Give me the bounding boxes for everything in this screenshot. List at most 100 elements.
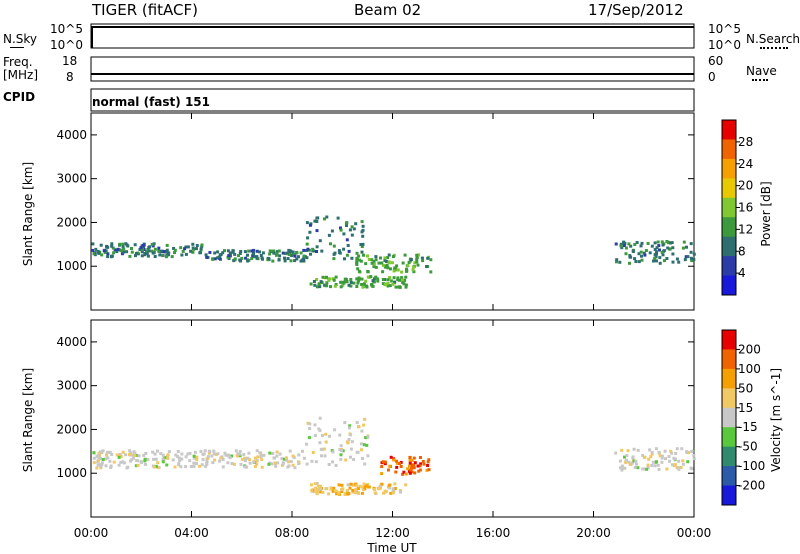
echo-cell xyxy=(623,466,627,470)
echo-cell xyxy=(690,449,694,453)
echo-cell xyxy=(214,453,218,456)
echo-cell xyxy=(383,265,387,269)
echo-cell xyxy=(275,252,279,256)
echo-cell xyxy=(412,270,416,274)
echo-cell xyxy=(401,472,405,476)
y-tick-label: 3000 xyxy=(56,172,87,186)
colorbar-tick-label: 200 xyxy=(738,342,761,356)
echo-cell xyxy=(255,256,259,260)
y-tick-label: 4000 xyxy=(56,335,87,349)
echo-cell xyxy=(390,261,394,265)
echo-cell xyxy=(399,465,403,468)
echo-cell xyxy=(408,458,412,462)
echo-cell xyxy=(354,222,358,226)
echo-cell xyxy=(340,483,344,487)
echo-cell xyxy=(403,253,407,257)
echo-cell xyxy=(349,482,353,486)
echo-cell xyxy=(314,490,318,493)
echo-cell xyxy=(620,464,624,468)
echo-cell xyxy=(624,252,628,256)
echo-cell xyxy=(177,462,181,466)
echo-cell xyxy=(180,253,184,257)
echo-cell xyxy=(353,491,357,495)
echo-cell xyxy=(192,454,196,458)
echo-cell xyxy=(274,464,278,468)
echo-cell xyxy=(180,452,184,456)
echo-cell xyxy=(109,255,113,259)
echo-cell xyxy=(181,249,185,253)
echo-cell xyxy=(654,447,658,451)
echo-cell xyxy=(105,453,108,457)
echo-cell xyxy=(386,266,390,270)
echo-cell xyxy=(619,466,622,470)
echo-cell xyxy=(399,460,403,464)
echo-cell xyxy=(381,282,385,286)
echo-cell xyxy=(387,468,390,472)
echo-cell xyxy=(205,460,209,463)
echo-cell xyxy=(216,452,220,456)
echo-cell xyxy=(352,281,356,285)
echo-cell xyxy=(318,487,321,491)
echo-cell xyxy=(631,456,635,460)
echo-cell xyxy=(426,256,430,260)
echo-cell xyxy=(307,436,311,440)
echo-cell xyxy=(415,257,419,261)
echo-cell xyxy=(309,252,312,256)
echo-cell xyxy=(119,455,123,458)
echo-cell xyxy=(401,280,405,284)
echo-cell xyxy=(629,255,633,259)
colorbar-segment xyxy=(722,466,736,487)
echo-cell xyxy=(270,462,274,466)
echo-cell xyxy=(686,460,690,464)
echo-cell xyxy=(376,279,380,283)
echo-cell xyxy=(223,451,227,455)
echo-cell xyxy=(337,491,340,495)
echo-cell xyxy=(381,270,385,274)
echo-cell xyxy=(161,460,165,464)
colorbar-tick-label: 12 xyxy=(738,222,753,236)
echo-cell xyxy=(360,485,364,489)
echo-cell xyxy=(657,451,661,454)
echo-cell xyxy=(106,456,110,460)
echo-cell xyxy=(658,454,662,458)
echo-cell xyxy=(343,492,347,496)
echo-cell xyxy=(660,240,664,244)
echo-cell xyxy=(364,279,368,283)
echo-cell xyxy=(648,448,652,452)
echo-cell xyxy=(388,284,392,288)
echo-cell xyxy=(689,250,693,254)
echo-cell xyxy=(245,456,249,460)
echo-cell xyxy=(250,257,254,261)
echo-cell xyxy=(347,283,351,287)
echo-cell xyxy=(614,242,618,246)
echo-cell xyxy=(314,460,318,464)
echo-cell xyxy=(339,453,343,457)
echo-cell xyxy=(201,452,205,456)
echo-cell xyxy=(173,465,177,469)
echo-cell xyxy=(315,250,318,253)
echo-cell xyxy=(388,276,392,279)
colorbar-segment xyxy=(722,407,736,428)
echo-cell xyxy=(383,258,387,262)
colorbar-tick-label: 50 xyxy=(738,381,753,395)
colorbar-tick-label: -100 xyxy=(738,459,765,473)
echo-cell xyxy=(677,459,681,463)
echo-cell xyxy=(627,460,631,464)
echo-cell xyxy=(625,454,629,457)
echo-cell xyxy=(363,417,367,421)
echo-cell xyxy=(641,467,645,471)
echo-cell xyxy=(112,251,116,255)
echo-cell xyxy=(366,270,370,274)
echo-cell xyxy=(245,465,249,469)
echo-cell xyxy=(238,454,242,458)
echo-cell xyxy=(685,245,688,249)
echo-cell xyxy=(395,459,398,463)
echo-cell xyxy=(646,242,650,245)
echo-cell xyxy=(308,427,312,430)
echo-cell xyxy=(319,490,323,494)
y-tick-label: 1000 xyxy=(56,466,87,480)
echo-cell xyxy=(300,258,304,262)
echo-cell xyxy=(364,262,368,266)
echo-cell xyxy=(391,487,395,491)
echo-cell xyxy=(333,428,337,432)
